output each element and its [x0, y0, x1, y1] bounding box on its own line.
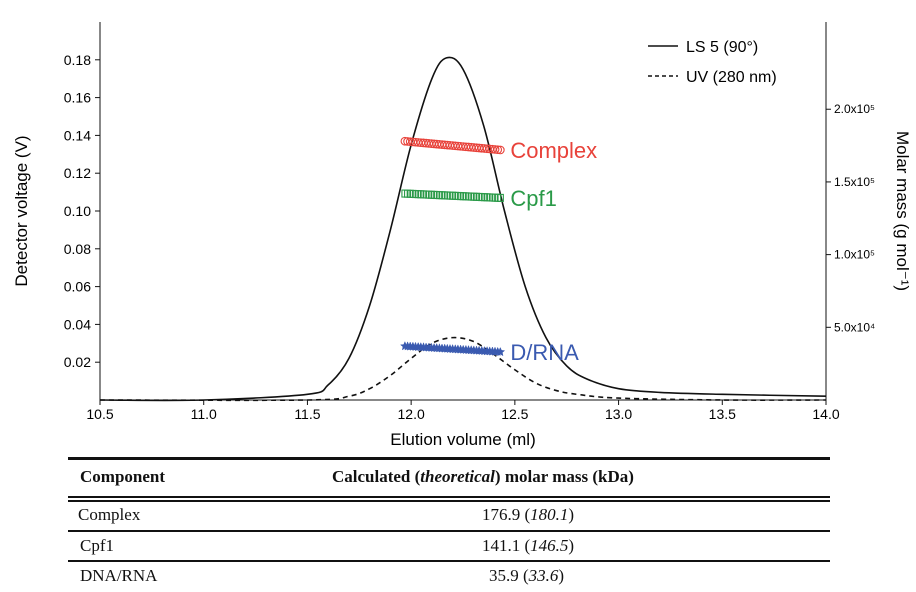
legend-ls-label: LS 5 (90°): [686, 39, 758, 56]
x-tick-label: 13.5: [709, 406, 736, 422]
x-tick-label: 14.0: [812, 406, 839, 422]
table-header-mass-post: ) molar mass (kDa): [494, 467, 634, 486]
cpf1-marker: [496, 193, 504, 202]
complex-marker: [493, 145, 503, 155]
d-rna-marker: [495, 346, 506, 357]
table-row-complex-calculated: 176.9: [482, 505, 521, 524]
complex-label: Complex: [510, 138, 597, 163]
cpf1-label: Cpf1: [510, 186, 556, 211]
y-axis-label: Detector voltage (V): [12, 135, 31, 286]
table-row-rule-1: [68, 530, 830, 532]
uv-series-line: [99, 336, 827, 402]
y-tick-label: 0.12: [64, 165, 91, 181]
y-tick-label: 0.04: [64, 316, 91, 332]
table-row-cpf1-calculated: 141.1: [482, 536, 521, 555]
table-row-complex-component: Complex: [78, 505, 141, 524]
x-tick-label: 11.5: [294, 406, 320, 422]
x-tick-label: 12.0: [398, 406, 425, 422]
table-row-dnarna-calculated: 35.9: [489, 566, 519, 585]
table-top-rule: [68, 457, 830, 460]
table-row-cpf1-component: Cpf1: [80, 536, 114, 555]
d-rna-label: D/RNA: [510, 340, 579, 365]
table-header-rule-2: [68, 500, 830, 502]
y2-axis-label: Molar mass (g mol⁻¹): [893, 131, 912, 291]
table-header-mass-italic: theoretical: [420, 467, 495, 486]
x-tick-label: 13.0: [605, 406, 632, 422]
table-row-dnarna-component: DNA/RNA: [80, 566, 158, 585]
y-tick-label: 0.06: [64, 279, 91, 295]
table-row-rule-2: [68, 560, 830, 562]
x-tick-label: 10.5: [86, 406, 113, 422]
y-tick-label: 0.16: [64, 90, 91, 106]
table-row-cpf1-mass: 141.1 (146.5): [482, 536, 575, 555]
table-row-dnarna-theoretical: 33.6: [528, 566, 559, 585]
table-header-mass-pre: Calculated (: [332, 467, 421, 486]
complex-marker: [490, 145, 500, 154]
y-tick-label: 0.10: [64, 203, 91, 219]
table-header-mass: Calculated (theoretical) molar mass (kDa…: [332, 467, 634, 487]
table-row-complex-theoretical: 180.1: [530, 505, 569, 524]
legend-uv-label: UV (280 nm): [686, 69, 777, 86]
y-tick-label: 0.14: [64, 127, 91, 143]
y2-tick-label: 2.0x10⁵: [834, 102, 875, 116]
table-row-complex-mass: 176.9 (180.1): [482, 505, 575, 524]
y-tick-label: 0.02: [64, 354, 91, 370]
y-tick-label: 0.08: [64, 241, 91, 257]
legend: LS 5 (90°) UV (280 nm): [648, 39, 777, 86]
y2-tick-label: 5.0x10⁴: [834, 320, 875, 334]
table-header-rule-1: [68, 496, 830, 498]
ls-series-line: [99, 56, 827, 402]
table-header-component: Component: [80, 467, 166, 486]
x-tick-label: 11.0: [191, 406, 217, 422]
y-tick-label: 0.18: [64, 52, 91, 68]
x-tick-label: 12.5: [501, 406, 528, 422]
x-axis-label: Elution volume (ml): [390, 430, 536, 449]
chart: 10.5 11.0 11.5 12.0 12.5 13.0 13.5 14.0 0.02 0.04…: [12, 22, 912, 449]
table-row-dnarna-mass: 35.9 (33.6): [489, 566, 565, 585]
complex-marker: [495, 145, 505, 155]
y2-tick-label: 1.5x10⁵: [834, 175, 875, 189]
y2-tick-label: 1.0x10⁵: [834, 248, 875, 262]
table-row-cpf1-theoretical: 146.5: [530, 536, 569, 555]
